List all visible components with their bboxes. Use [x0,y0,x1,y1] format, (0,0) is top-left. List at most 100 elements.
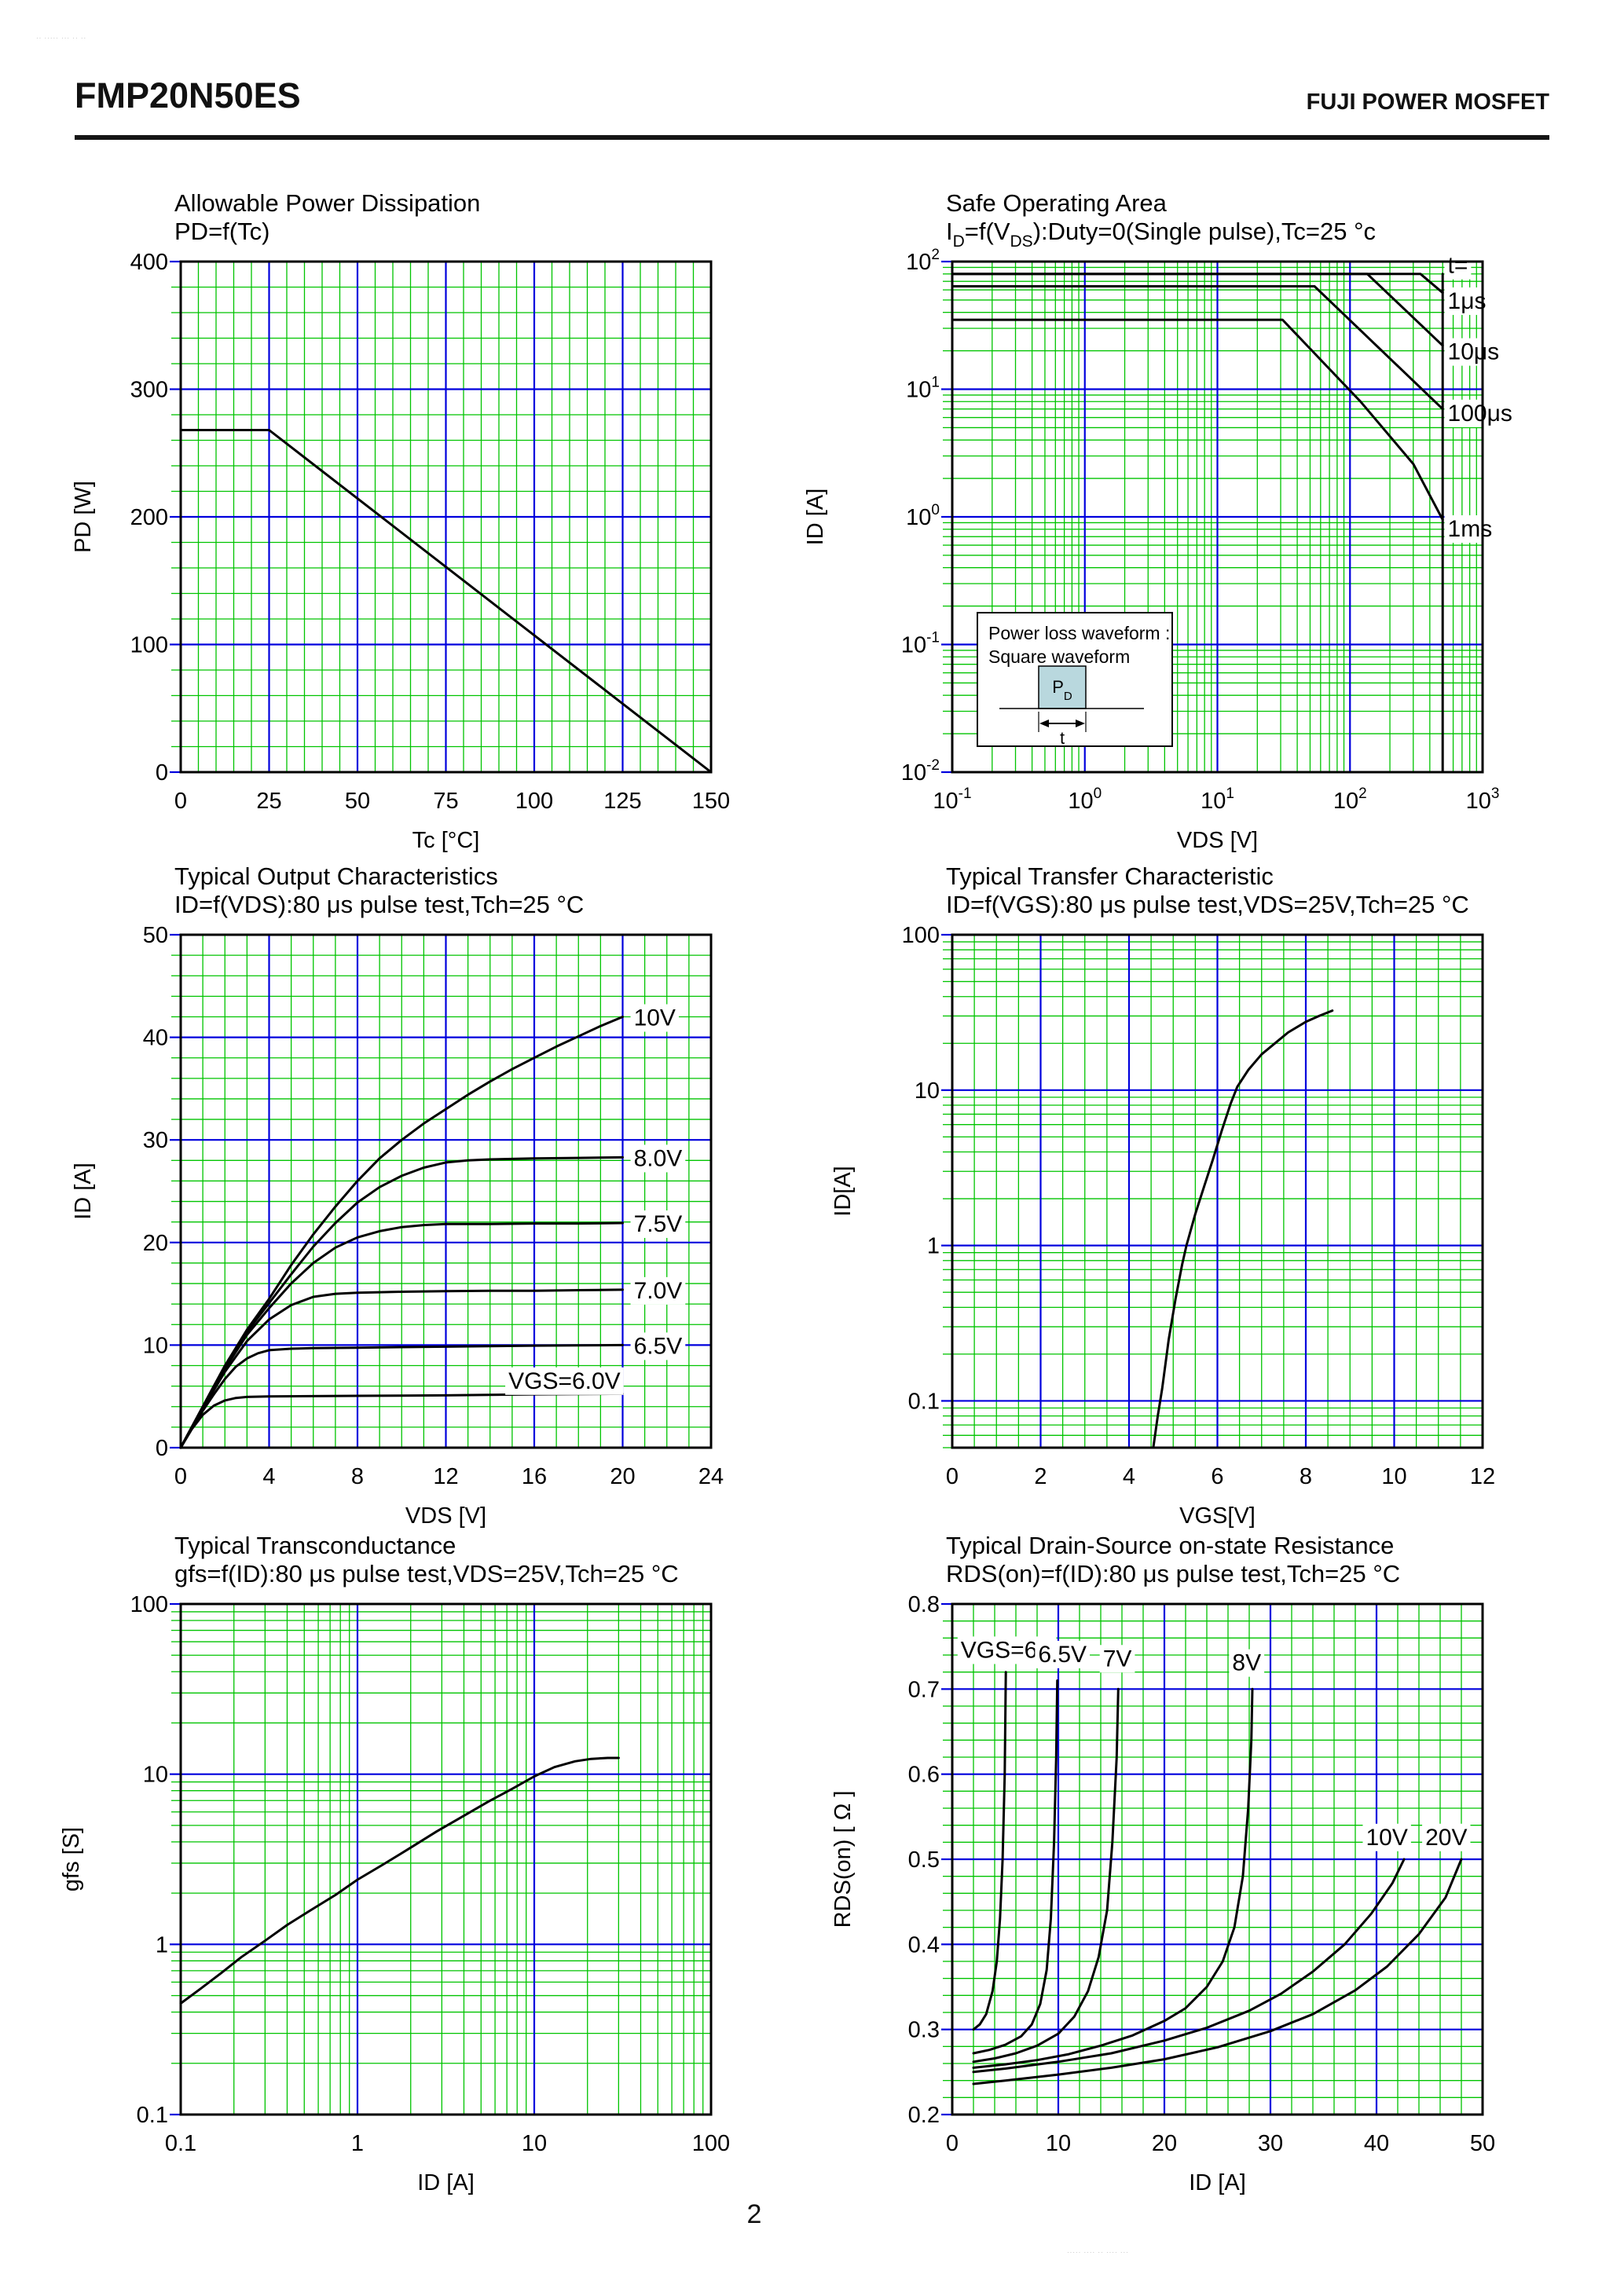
series-VGS-6V [972,1671,1007,2031]
plot-border [951,260,1484,774]
chart-subtitle: gfs=f(ID):80 μs pulse test,VDS=25V,Tch=2… [174,1560,679,1587]
tick-label: 1 [927,1234,940,1259]
tick-label: 16 [522,1464,547,1489]
tick-label: 100 [902,923,940,948]
series-transfer [1152,1009,1334,1449]
tick-label: 0 [156,760,168,785]
pulse-label: PD [1052,677,1072,703]
watermark-top-left: ·· ····· ··· ·· ·· [36,35,87,42]
curve-label: 20V [1425,1825,1467,1851]
curve-label: 8.0V [634,1145,683,1171]
tick-label: 0 [946,1464,959,1489]
chart-subtitle: ID=f(VDS):80 μs pulse test,Tch=25 °C [174,891,584,918]
tick-label: 0.5 [908,1847,940,1873]
chart-subtitle: ID=f(VGS):80 μs pulse test,VDS=25V,Tch=2… [946,891,1469,918]
series-VGS-20V [972,1858,1463,2085]
tick-label: 0.1 [137,2103,168,2128]
curve-label: 7.0V [634,1278,683,1304]
series-VGS-7V [972,1687,1120,2063]
tick-label: 125 [603,789,641,814]
power-loss-waveform-inset: Power loss waveform : Square waveform PD t [977,612,1173,748]
curve-label: 1μs [1448,288,1487,314]
tick-label: 0.8 [908,1592,940,1617]
tick-label: 1 [351,2131,364,2156]
tick-label: 101 [1201,785,1234,814]
tick-label: 50 [345,789,370,814]
tick-label: 0.1 [908,1389,940,1414]
tick-label: 10 [1046,2131,1071,2156]
plot-border [951,1602,1484,2116]
tick-label: 4 [1123,1464,1135,1489]
chart-title: Typical Transconductance [174,1532,456,1559]
tick-label: 10-1 [901,630,940,658]
tick-label: 100 [130,633,168,658]
tick-label: 0 [174,1464,187,1489]
plot-border [179,260,713,774]
x-axis-title: ID [A] [1189,2170,1246,2195]
curve-label: 6.5V [1038,1642,1087,1668]
chart-rds-on: Typical Drain-Source on-state Resistance… [830,1532,1495,2195]
tick-label: 400 [130,250,168,275]
curve-label: 7V [1103,1646,1132,1672]
chart-subtitle: ID=f(VDS):Duty=0(Single pulse),Tc=25 °c [946,218,1376,251]
plot-border [951,933,1484,1449]
tick-label: 200 [130,505,168,530]
tick-label: 300 [130,378,168,403]
tick-label: 102 [1333,785,1367,814]
brand-title: FUJI POWER MOSFET [1306,90,1549,115]
chart-soa: Safe Operating AreaID=f(VDS):Duty=0(Sing… [803,189,1516,853]
chart-title: Typical Output Characteristics [174,862,498,890]
curve-label: 1ms [1448,516,1493,542]
tick-label: 50 [1470,2131,1495,2156]
tick-label: 100 [515,789,553,814]
tick-label: 12 [433,1464,458,1489]
tick-label: 4 [262,1464,275,1489]
page-number: 2 [746,2199,762,2229]
tick-label: 0.7 [908,1677,940,1702]
plot-border [179,933,713,1449]
tick-label: 20 [1152,2131,1177,2156]
tick-label: 0.4 [908,1932,940,1957]
y-axis-title: ID [A] [71,1163,96,1220]
series-PD-limit [179,429,713,774]
curve-label: 10V [634,1005,676,1031]
tick-label: 0.6 [908,1763,940,1788]
tick-label: 8 [1300,1464,1312,1489]
series-VGS-6.5V [179,1343,624,1449]
tick-label: 102 [906,247,940,275]
tick-label: 100 [692,2131,730,2156]
series-1ms [951,318,1444,522]
curve-labels: 10V 8.0V 7.5V 7.0V 6.5V VGS=6.0V [505,1004,686,1395]
inset-line2: Square waveform [988,646,1130,667]
chart-output-characteristics: Typical Output CharacteristicsID=f(VDS):… [71,862,724,1529]
series-VGS-7.5V [179,1221,624,1449]
curve-label: 10V [1366,1825,1408,1851]
tick-label: 150 [692,789,730,814]
tick-label: 8 [351,1464,364,1489]
tick-label: 75 [433,789,458,814]
series-VGS-8V [972,1687,1254,2069]
tick-label: 30 [1258,2131,1283,2156]
tick-label: 40 [1364,2131,1389,2156]
tick-label: 12 [1470,1464,1495,1489]
y-axis-title: PD [W] [71,481,96,553]
series-VGS-6.5V [972,1679,1059,2055]
chart-title: Safe Operating Area [946,189,1168,217]
y-axis-title: ID[A] [830,1166,856,1216]
chart-subtitle: PD=f(Tc) [174,218,269,245]
x-axis-title: ID [A] [417,2170,475,2195]
series-gfs [179,1756,620,2005]
chart-title: Allowable Power Dissipation [174,189,480,217]
y-axis-title: gfs [S] [59,1827,84,1891]
tick-label: 10 [143,1333,168,1358]
y-axis-title: ID [A] [803,489,828,546]
tick-label: 0.3 [908,2018,940,2043]
tick-label: 10 [915,1078,940,1104]
tick-label: 10 [522,2131,547,2156]
x-axis-title: VDS [V] [405,1503,486,1529]
header-rule [75,135,1549,140]
chart-transfer-characteristic: Typical Transfer CharacteristicID=f(VGS)… [830,862,1495,1529]
tick-label: 50 [143,923,168,948]
